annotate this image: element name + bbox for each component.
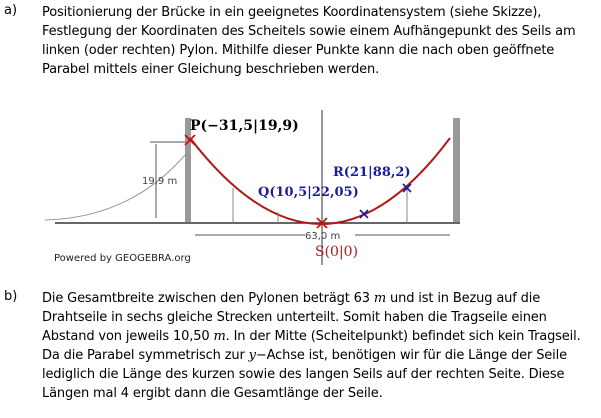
label-r: R(21|88,2) bbox=[333, 165, 411, 180]
part-b-label: b) bbox=[4, 289, 18, 304]
part-b-text: Die Gesamtbreite zwischen den Pylonen be… bbox=[42, 289, 598, 403]
unit: m bbox=[213, 329, 226, 344]
text: und ist in Bezug auf die Drahtseile in s… bbox=[42, 291, 547, 344]
unit: m bbox=[373, 291, 387, 306]
part-a-text: Positionierung der Brücke in ein geeigne… bbox=[42, 5, 576, 77]
marker-r bbox=[402, 183, 412, 193]
marker-p bbox=[184, 134, 196, 146]
label-q: Q(10,5|22,05) bbox=[258, 185, 359, 200]
label-p: P(−31,5|19,9) bbox=[190, 118, 299, 134]
right-pylon bbox=[453, 118, 460, 222]
left-backstay bbox=[44, 154, 186, 221]
width-label: 63,0 m bbox=[305, 231, 340, 242]
height-label: 19,9 m bbox=[142, 176, 177, 187]
label-s: S(0|0) bbox=[315, 244, 358, 260]
variable: y bbox=[248, 348, 256, 363]
geogebra-credit: Powered by GEOGEBRA.org bbox=[54, 253, 191, 264]
text: . In der Mitte (Scheitelpunkt) befindet … bbox=[42, 329, 581, 363]
left-pylon bbox=[185, 118, 191, 222]
marker-s bbox=[316, 217, 328, 229]
bridge-sketch: P(−31,5|19,9) Q(10,5|22,05) R(21|88,2) S… bbox=[44, 110, 460, 265]
marker-q bbox=[359, 209, 369, 219]
text: Die Gesamtbreite zwischen den Pylonen be… bbox=[42, 291, 374, 306]
part-a-label: a) bbox=[4, 3, 18, 18]
parabola-curve bbox=[189, 137, 451, 225]
text: −Achse ist, benötigen wir für die Länge … bbox=[42, 348, 567, 401]
